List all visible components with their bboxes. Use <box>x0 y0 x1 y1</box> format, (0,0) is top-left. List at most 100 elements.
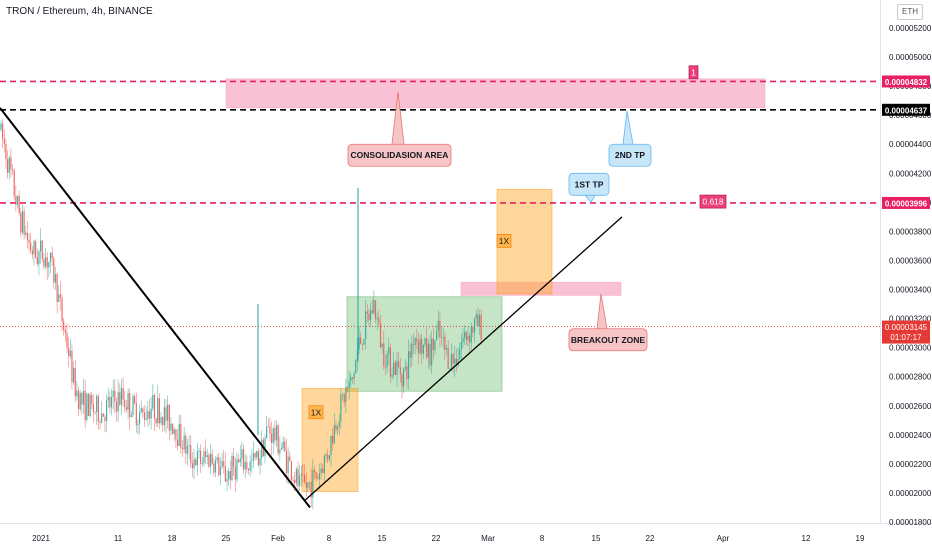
candle-body <box>92 404 94 412</box>
tag-box[interactable] <box>496 233 512 248</box>
candle-body <box>201 463 203 465</box>
candle-body <box>391 374 393 377</box>
callout-box[interactable] <box>568 172 610 196</box>
candle-body <box>224 466 226 482</box>
candle-body <box>97 396 99 423</box>
candle-body <box>465 331 467 340</box>
candle-body <box>119 392 121 405</box>
candle-body <box>135 403 137 426</box>
candle-body <box>459 349 461 360</box>
callout-text: CONSOLIDASION AREA <box>351 150 449 160</box>
candle-body <box>376 318 378 320</box>
candle-body <box>256 451 258 458</box>
candle-body <box>107 396 109 401</box>
candle-body <box>61 297 63 322</box>
candle-body <box>7 159 9 173</box>
candle-body <box>153 395 156 419</box>
price-label: 0.00004637 <box>885 106 928 115</box>
price-tick-label: 0.00003000 <box>889 344 932 353</box>
time-tick-label: Mar <box>481 534 495 543</box>
candle-body <box>20 212 22 233</box>
candle-body <box>277 425 279 454</box>
candle-body <box>383 343 385 367</box>
candle-body <box>267 426 269 428</box>
candle-body <box>162 417 164 426</box>
candle-body <box>252 453 255 461</box>
price-tick-label: 0.00003600 <box>889 256 932 265</box>
candle-body <box>289 456 291 462</box>
tag-box[interactable] <box>688 65 699 80</box>
tag-text: 1X <box>499 236 510 246</box>
bar-countdown: 01:07:17 <box>890 333 922 342</box>
candle-body <box>58 294 60 302</box>
candle-body <box>472 326 474 333</box>
time-tick-label: 22 <box>432 534 441 543</box>
candle-body <box>442 336 444 338</box>
candle-body <box>401 374 403 387</box>
candle-body <box>148 411 151 419</box>
candle-body <box>170 423 172 431</box>
candle-body <box>355 359 357 374</box>
current-price-label: 0.00003145 <box>885 323 928 332</box>
candle-body <box>99 422 101 423</box>
candle-body <box>322 468 324 474</box>
currency-button[interactable]: ETH <box>897 4 923 20</box>
candle-body <box>318 473 321 480</box>
zone-orange-1x-lower[interactable] <box>301 387 359 492</box>
candle-body <box>320 468 322 474</box>
tag-box[interactable] <box>699 194 727 209</box>
candle-body <box>384 366 387 368</box>
zone-consolidation[interactable] <box>225 78 766 109</box>
candle-body <box>186 445 189 454</box>
candle-body <box>257 451 259 466</box>
candle-body <box>379 322 382 348</box>
price-tick-label: 0.00004400 <box>889 140 932 149</box>
callout-box[interactable] <box>608 143 652 167</box>
callout-box[interactable] <box>568 328 648 352</box>
trendline[interactable] <box>304 216 623 501</box>
candle-body <box>15 196 17 205</box>
tag-text: 0.618 <box>702 197 724 207</box>
candle-body <box>209 453 212 467</box>
candle-body <box>158 398 160 424</box>
price-tick-label: 0.00003400 <box>889 286 932 295</box>
candle-body <box>0 123 2 130</box>
candle-body <box>470 326 472 343</box>
candle-body <box>115 401 118 412</box>
trendline[interactable] <box>0 107 311 509</box>
price-tick-label: 0.00002800 <box>889 373 932 382</box>
candle-body <box>333 425 335 444</box>
tag-box[interactable] <box>308 405 324 420</box>
tag-text: 1 <box>691 67 696 77</box>
candle-body <box>241 449 243 459</box>
candle-body <box>348 381 350 388</box>
candle-body <box>216 457 218 461</box>
candle-body <box>44 257 47 267</box>
callout-box[interactable] <box>347 143 452 167</box>
price-tick-label: 0.00002200 <box>889 460 932 469</box>
candle-body <box>469 335 471 343</box>
candle-body <box>360 337 362 344</box>
candle-body <box>94 411 96 413</box>
callout-pointer <box>622 110 634 145</box>
candle-body <box>143 412 146 420</box>
candle-body <box>13 170 15 197</box>
candle-body <box>218 457 220 475</box>
candle-body <box>234 466 236 480</box>
candle-body <box>439 320 441 337</box>
candle-body <box>59 294 61 298</box>
candle-body <box>172 423 174 434</box>
candle-body <box>351 377 354 379</box>
candle-body <box>152 395 154 409</box>
candle-body <box>445 348 448 350</box>
candle-body <box>86 393 88 420</box>
time-tick-label: 8 <box>540 534 545 543</box>
candle-body <box>160 417 162 424</box>
time-tick-label: Feb <box>271 534 285 543</box>
candle-body <box>198 450 200 452</box>
candle-body <box>180 424 182 448</box>
candle-body <box>464 331 466 338</box>
candle-body <box>109 396 111 408</box>
